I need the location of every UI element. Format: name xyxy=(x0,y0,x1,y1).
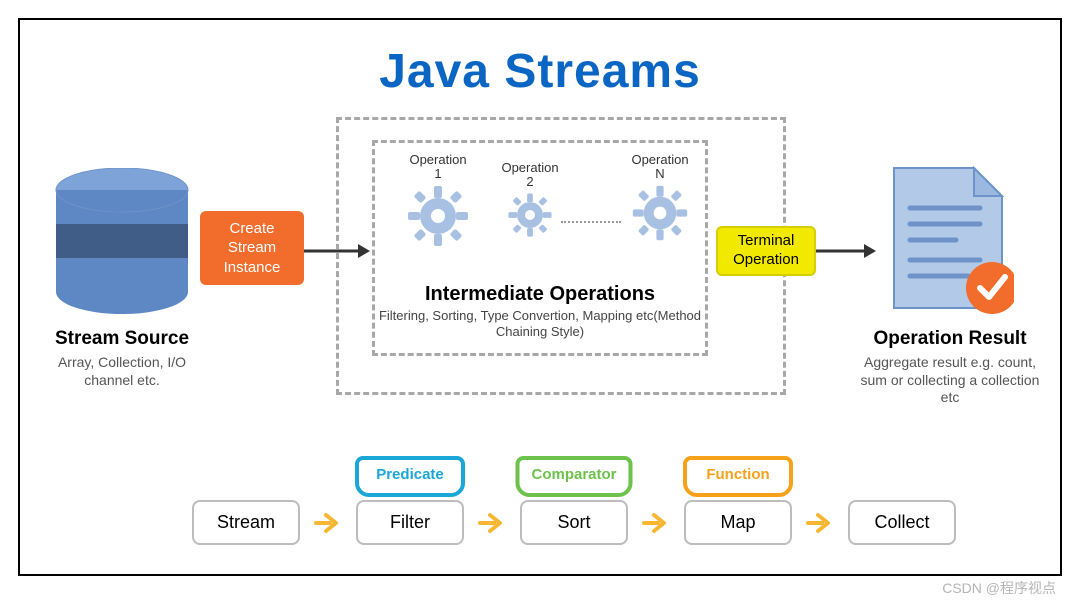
terminal-box: Terminal Operation xyxy=(716,226,816,276)
pipe-arrow-icon xyxy=(806,511,834,535)
db-icon xyxy=(52,168,192,318)
page-title: Java Streams xyxy=(20,44,1060,99)
param-tab: Function xyxy=(683,456,793,497)
dots xyxy=(561,221,621,223)
pipeline-stage: SortComparator xyxy=(520,500,628,545)
pipeline-stage: Stream xyxy=(192,500,300,545)
pipe-arrow-icon xyxy=(478,511,506,535)
arrow-icon xyxy=(816,242,876,265)
intermediate-label: Intermediate Operations Filtering, Sorti… xyxy=(375,283,705,341)
pipeline-stage: MapFunction xyxy=(684,500,792,545)
gear-n: OperationN xyxy=(615,153,705,242)
document-icon xyxy=(884,160,1014,325)
gear-2: Operation2 xyxy=(495,161,565,238)
diagram-frame: Java Streams Stream Source Array, Collec… xyxy=(18,18,1062,576)
stage-box: Filter xyxy=(356,500,464,545)
gear-1: Operation1 xyxy=(393,153,483,248)
param-tab: Predicate xyxy=(355,456,465,497)
pipeline-stage: Collect xyxy=(848,500,956,545)
pipeline-row: Stream FilterPredicate SortComparator MapFu… xyxy=(192,500,956,545)
source-label: Stream Source Array, Collection, I/O cha… xyxy=(32,328,212,389)
source-desc: Array, Collection, I/O channel etc. xyxy=(32,354,212,389)
dashed-inner: Operation1 Operation2 OperationN Interme… xyxy=(372,140,708,356)
stage-box: Map xyxy=(684,500,792,545)
pipe-arrow-icon xyxy=(314,511,342,535)
stage-box: Sort xyxy=(520,500,628,545)
create-stream-box: Create Stream Instance xyxy=(200,211,304,285)
result-label: Operation Result Aggregate result e.g. c… xyxy=(850,328,1050,407)
watermark: CSDN @程序视点 xyxy=(942,578,1056,598)
param-tab: Comparator xyxy=(515,456,632,497)
pipeline-stage: FilterPredicate xyxy=(356,500,464,545)
stage-box: Stream xyxy=(192,500,300,545)
pipe-arrow-icon xyxy=(642,511,670,535)
source-title: Stream Source xyxy=(32,328,212,350)
stage-box: Collect xyxy=(848,500,956,545)
